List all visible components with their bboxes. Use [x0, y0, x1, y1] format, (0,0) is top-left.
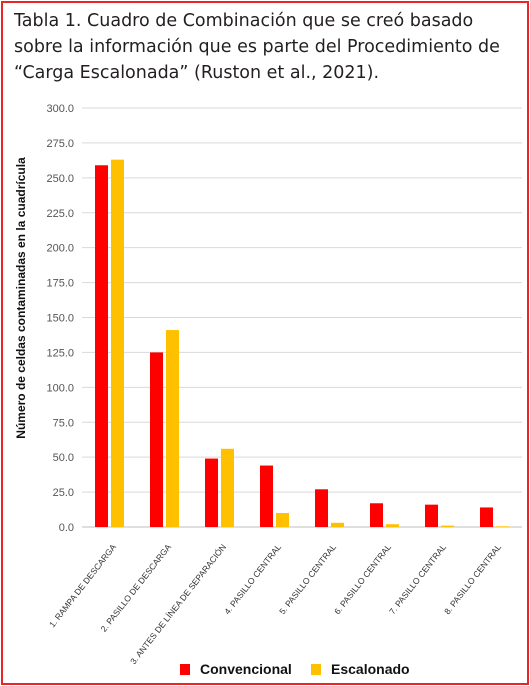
legend-label: Convencional	[200, 661, 292, 677]
bar-convencional	[205, 458, 218, 527]
y-tick-label: 200.0	[46, 243, 74, 255]
bar-escalonado	[166, 330, 179, 527]
legend-label: Escalonado	[331, 661, 410, 677]
bar-escalonado	[276, 513, 289, 527]
bar-escalonado	[496, 526, 509, 527]
bar-escalonado	[111, 159, 124, 527]
y-axis-label: Número de celdas contaminadas en la cuad…	[14, 157, 28, 439]
bar-escalonado	[331, 522, 344, 527]
title-line-2: sobre la información que es parte del Pr…	[14, 37, 500, 57]
y-tick-label: 0.0	[59, 522, 74, 534]
x-tick-label: 3. ANTES DE LÍNEA DE SEPARACIÓN	[128, 542, 228, 666]
y-tick-label: 225.0	[46, 208, 74, 220]
x-tick-label: 4. PASILLO CENTRAL	[222, 542, 283, 616]
x-tick-label: 8. PASILLO CENTRAL	[442, 542, 503, 616]
x-tick-label: 5. PASILLO CENTRAL	[277, 542, 338, 616]
x-tick-label: 7. PASILLO CENTRAL	[387, 542, 448, 616]
y-tick-label: 275.0	[46, 138, 74, 150]
bar-convencional	[370, 503, 383, 527]
y-tick-label: 175.0	[46, 278, 74, 290]
title-line-3: “Carga Escalonada” (Ruston et al., 2021)…	[14, 63, 380, 83]
y-tick-label: 250.0	[46, 173, 74, 185]
grid-lines	[82, 107, 522, 528]
legend: Convencional Escalonado	[180, 661, 410, 677]
y-tick-label: 50.0	[53, 452, 74, 464]
figure-title: Tabla 1. Cuadro de Combinación que se cr…	[14, 8, 514, 86]
bar-escalonado	[386, 524, 399, 527]
bar-convencional	[95, 165, 108, 527]
bar-escalonado	[221, 448, 234, 527]
y-tick-label: 150.0	[46, 313, 74, 325]
legend-swatch	[311, 664, 321, 675]
bar-convencional	[425, 504, 438, 527]
y-tick-label: 100.0	[46, 382, 74, 394]
y-tick-labels: 0.0 25.0 50.0 75.0 100.0 125.0 150.0 175.0 200.0…	[46, 103, 74, 534]
bar-convencional	[315, 489, 328, 527]
x-tick-label: 6. PASILLO CENTRAL	[332, 542, 393, 616]
y-tick-label: 75.0	[53, 417, 74, 429]
legend-swatch	[180, 664, 190, 675]
bar-convencional	[260, 465, 273, 527]
title-line-1: Tabla 1. Cuadro de Combinación que se cr…	[14, 11, 474, 31]
y-tick-label: 300.0	[46, 103, 74, 115]
y-tick-label: 125.0	[46, 347, 74, 359]
bar-escalonado	[441, 525, 454, 527]
y-tick-label: 25.0	[53, 487, 74, 499]
bar-convencional	[150, 352, 163, 527]
bar-convencional	[480, 507, 493, 527]
bars	[95, 159, 509, 527]
